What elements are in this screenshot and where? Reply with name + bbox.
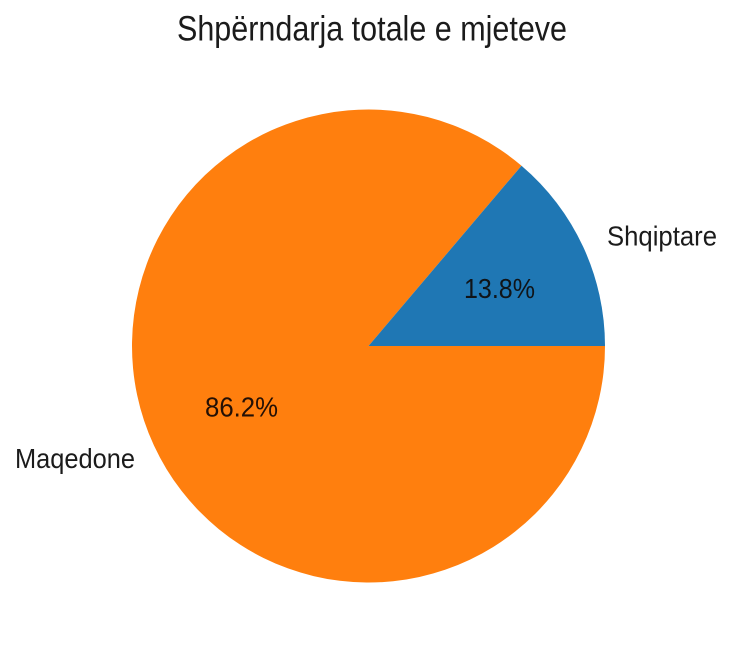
svg-text:86.2%: 86.2% xyxy=(205,392,278,423)
svg-text:13.8%: 13.8% xyxy=(464,273,535,304)
svg-text:Shpërndarja totale e mjeteve: Shpërndarja totale e mjeteve xyxy=(177,9,567,49)
svg-text:Maqedone: Maqedone xyxy=(15,443,135,474)
svg-text:Shqiptare: Shqiptare xyxy=(607,221,717,252)
